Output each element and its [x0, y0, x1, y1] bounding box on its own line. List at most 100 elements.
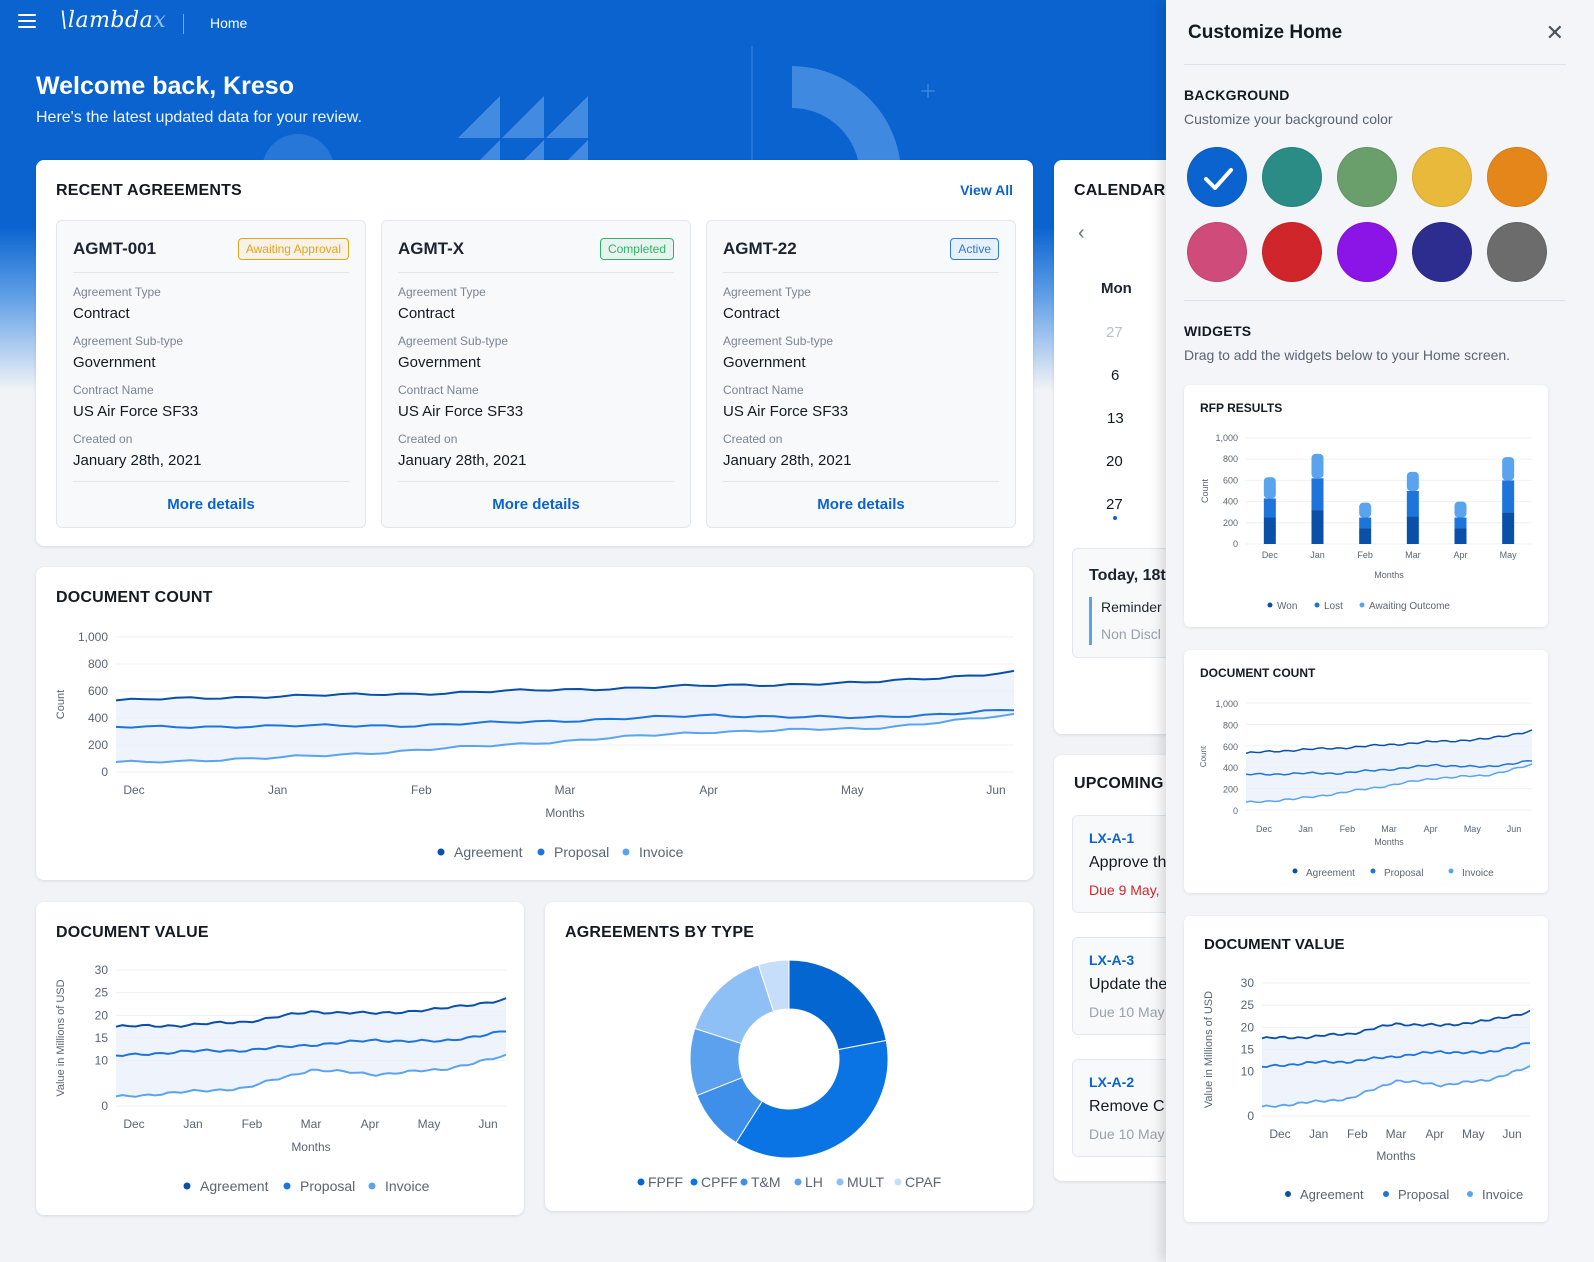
field-label: Created on [73, 432, 133, 446]
agreements-by-type-card: AGREEMENTS BY TYPE FPFF CPFF T&M LH MULT CPAF [545, 902, 1033, 1211]
color-swatch[interactable] [1412, 147, 1472, 207]
customize-title: Customize Home [1188, 22, 1343, 43]
widget-document-count-chart: 0 200 400 600 800 1,000 Dec Jan Feb Mar Apr May Jun M… [1199, 699, 1533, 879]
status-badge: Active [950, 238, 999, 260]
legend-label: LH [805, 1174, 823, 1190]
color-swatch[interactable] [1337, 147, 1397, 207]
widget-rfp-results[interactable]: RFP RESULTS 0 200 400 600 800 1,000 Dec Jan Feb M… [1184, 385, 1548, 627]
contract-name-field: Contract Name US Air Force SF33 [723, 383, 848, 420]
task-id[interactable]: LX-A-2 [1089, 1074, 1135, 1090]
legend-label: T&M [751, 1174, 781, 1190]
reminder-text[interactable]: Non Discl [1101, 626, 1161, 642]
top-bar: \lambdax Home [0, 0, 1190, 46]
x-axis-label: Months [291, 1140, 330, 1154]
y-tick-label: 800 [88, 657, 108, 671]
y-axis-label: Value in Millions of USD [1203, 991, 1215, 1108]
y-tick-label: 0 [1233, 806, 1238, 816]
legend-dot [637, 1178, 645, 1186]
agreement-card[interactable]: AGMT-22 Active Agreement Type Contract Ag… [706, 220, 1016, 528]
color-swatch[interactable] [1262, 147, 1322, 207]
calendar-day[interactable]: 27 [1106, 496, 1123, 513]
x-tick-label: Jun [1507, 824, 1522, 834]
y-tick-label: 0 [101, 765, 108, 779]
legend-dot [1359, 602, 1365, 608]
y-axis-label: Count [1199, 745, 1208, 767]
y-tick-label: 800 [1223, 720, 1238, 730]
color-swatch[interactable] [1487, 222, 1547, 282]
color-swatch[interactable] [1487, 147, 1547, 207]
agreement-type-field: Agreement Type Contract [73, 285, 161, 322]
y-tick-label: 25 [1241, 998, 1255, 1012]
legend-label: Invoice [1462, 868, 1494, 879]
widget-document-value[interactable]: DOCUMENT VALUE 0 10 15 20 25 30 Dec Jan Feb Mar Ap… [1184, 916, 1548, 1222]
y-axis-label: Count [1200, 479, 1210, 504]
x-tick-label: Jan [268, 783, 287, 797]
calendar-day[interactable]: 6 [1111, 367, 1120, 384]
bar-segment [1311, 510, 1324, 544]
app-logo[interactable]: \lambdax [60, 8, 167, 33]
field-value: January 28th, 2021 [723, 452, 852, 469]
widget-title: DOCUMENT VALUE [1204, 936, 1345, 953]
color-swatch[interactable] [1337, 222, 1397, 282]
task-title: Update the [1089, 976, 1168, 993]
calendar-day[interactable]: 20 [1106, 453, 1123, 470]
x-tick-label: Apr [699, 783, 718, 797]
widget-document-count[interactable]: DOCUMENT COUNT 0 200 400 600 800 1,000 Dec Jan F… [1184, 650, 1548, 893]
pie-slice-fpff [788, 959, 887, 1051]
bar-segment [1502, 512, 1515, 544]
x-tick-label: Apr [1424, 824, 1438, 834]
today-title: Today, 18t [1089, 567, 1166, 584]
recent-agreements-card: RECENT AGREEMENTS View All AGMT-001 Awai… [36, 160, 1033, 546]
y-tick-label: 1,000 [1215, 699, 1238, 709]
legend-label: Won [1277, 601, 1297, 612]
status-badge: Completed [599, 238, 674, 260]
legend-label: Invoice [1482, 1187, 1523, 1202]
created-on-field: Created on January 28th, 2021 [723, 432, 851, 469]
y-tick-label: 600 [1223, 742, 1238, 752]
x-tick-label: Feb [1340, 824, 1356, 834]
x-tick-label: Feb [1357, 550, 1373, 560]
more-details-link[interactable]: More details [492, 496, 580, 513]
agreement-id: AGMT-X [398, 239, 465, 258]
y-tick-label: 400 [1223, 497, 1238, 507]
task-due: Due 9 May, [1089, 882, 1160, 898]
y-tick-label: 0 [1233, 539, 1238, 549]
color-swatch[interactable] [1187, 147, 1247, 207]
widgets-section-subtitle: Drag to add the widgets below to your Ho… [1184, 347, 1511, 363]
bar-segment [1311, 453, 1324, 479]
close-icon[interactable]: ✕ [1545, 20, 1564, 45]
bar-segment [1359, 502, 1372, 518]
legend-dot [537, 848, 545, 856]
bar-segment [1406, 491, 1419, 517]
task-id[interactable]: LX-A-3 [1089, 952, 1135, 968]
y-tick-label: 400 [1223, 763, 1238, 773]
bar-segment [1454, 517, 1467, 529]
more-details-link[interactable]: More details [167, 496, 255, 513]
chevron-left-icon[interactable]: ‹ [1078, 222, 1085, 244]
view-all-link[interactable]: View All [960, 182, 1013, 198]
y-tick-label: 200 [1223, 785, 1238, 795]
calendar-day[interactable]: 27 [1106, 324, 1123, 341]
calendar-day[interactable]: 13 [1107, 410, 1124, 427]
bar-segment [1311, 478, 1324, 511]
series-line-proposal [1245, 760, 1533, 776]
legend-label: Invoice [385, 1178, 430, 1194]
y-tick-label: 400 [88, 711, 108, 725]
agreement-card[interactable]: AGMT-001 Awaiting Approval Agreement Typ… [56, 220, 366, 528]
x-tick-label: Mar [1386, 1127, 1407, 1141]
reminder-bar [1089, 597, 1092, 645]
y-axis-label: Count [55, 690, 67, 719]
document-count-card: DOCUMENT COUNT 0 200 400 600 800 1,000 Dec Jan F… [36, 567, 1033, 880]
task-id[interactable]: LX-A-1 [1089, 830, 1135, 846]
x-tick-label: Apr [361, 1117, 380, 1131]
color-swatch[interactable] [1412, 222, 1472, 282]
color-swatch[interactable] [1262, 222, 1322, 282]
bar-segment [1263, 477, 1276, 499]
more-details-link[interactable]: More details [817, 496, 905, 513]
field-label: Agreement Type [73, 285, 161, 299]
x-tick-label: Apr [1425, 1127, 1444, 1141]
color-swatch[interactable] [1187, 222, 1247, 282]
breadcrumb-home[interactable]: Home [210, 15, 248, 31]
hamburger-menu-icon[interactable] [18, 14, 36, 30]
agreement-card[interactable]: AGMT-X Completed Agreement Type Contract … [381, 220, 691, 528]
